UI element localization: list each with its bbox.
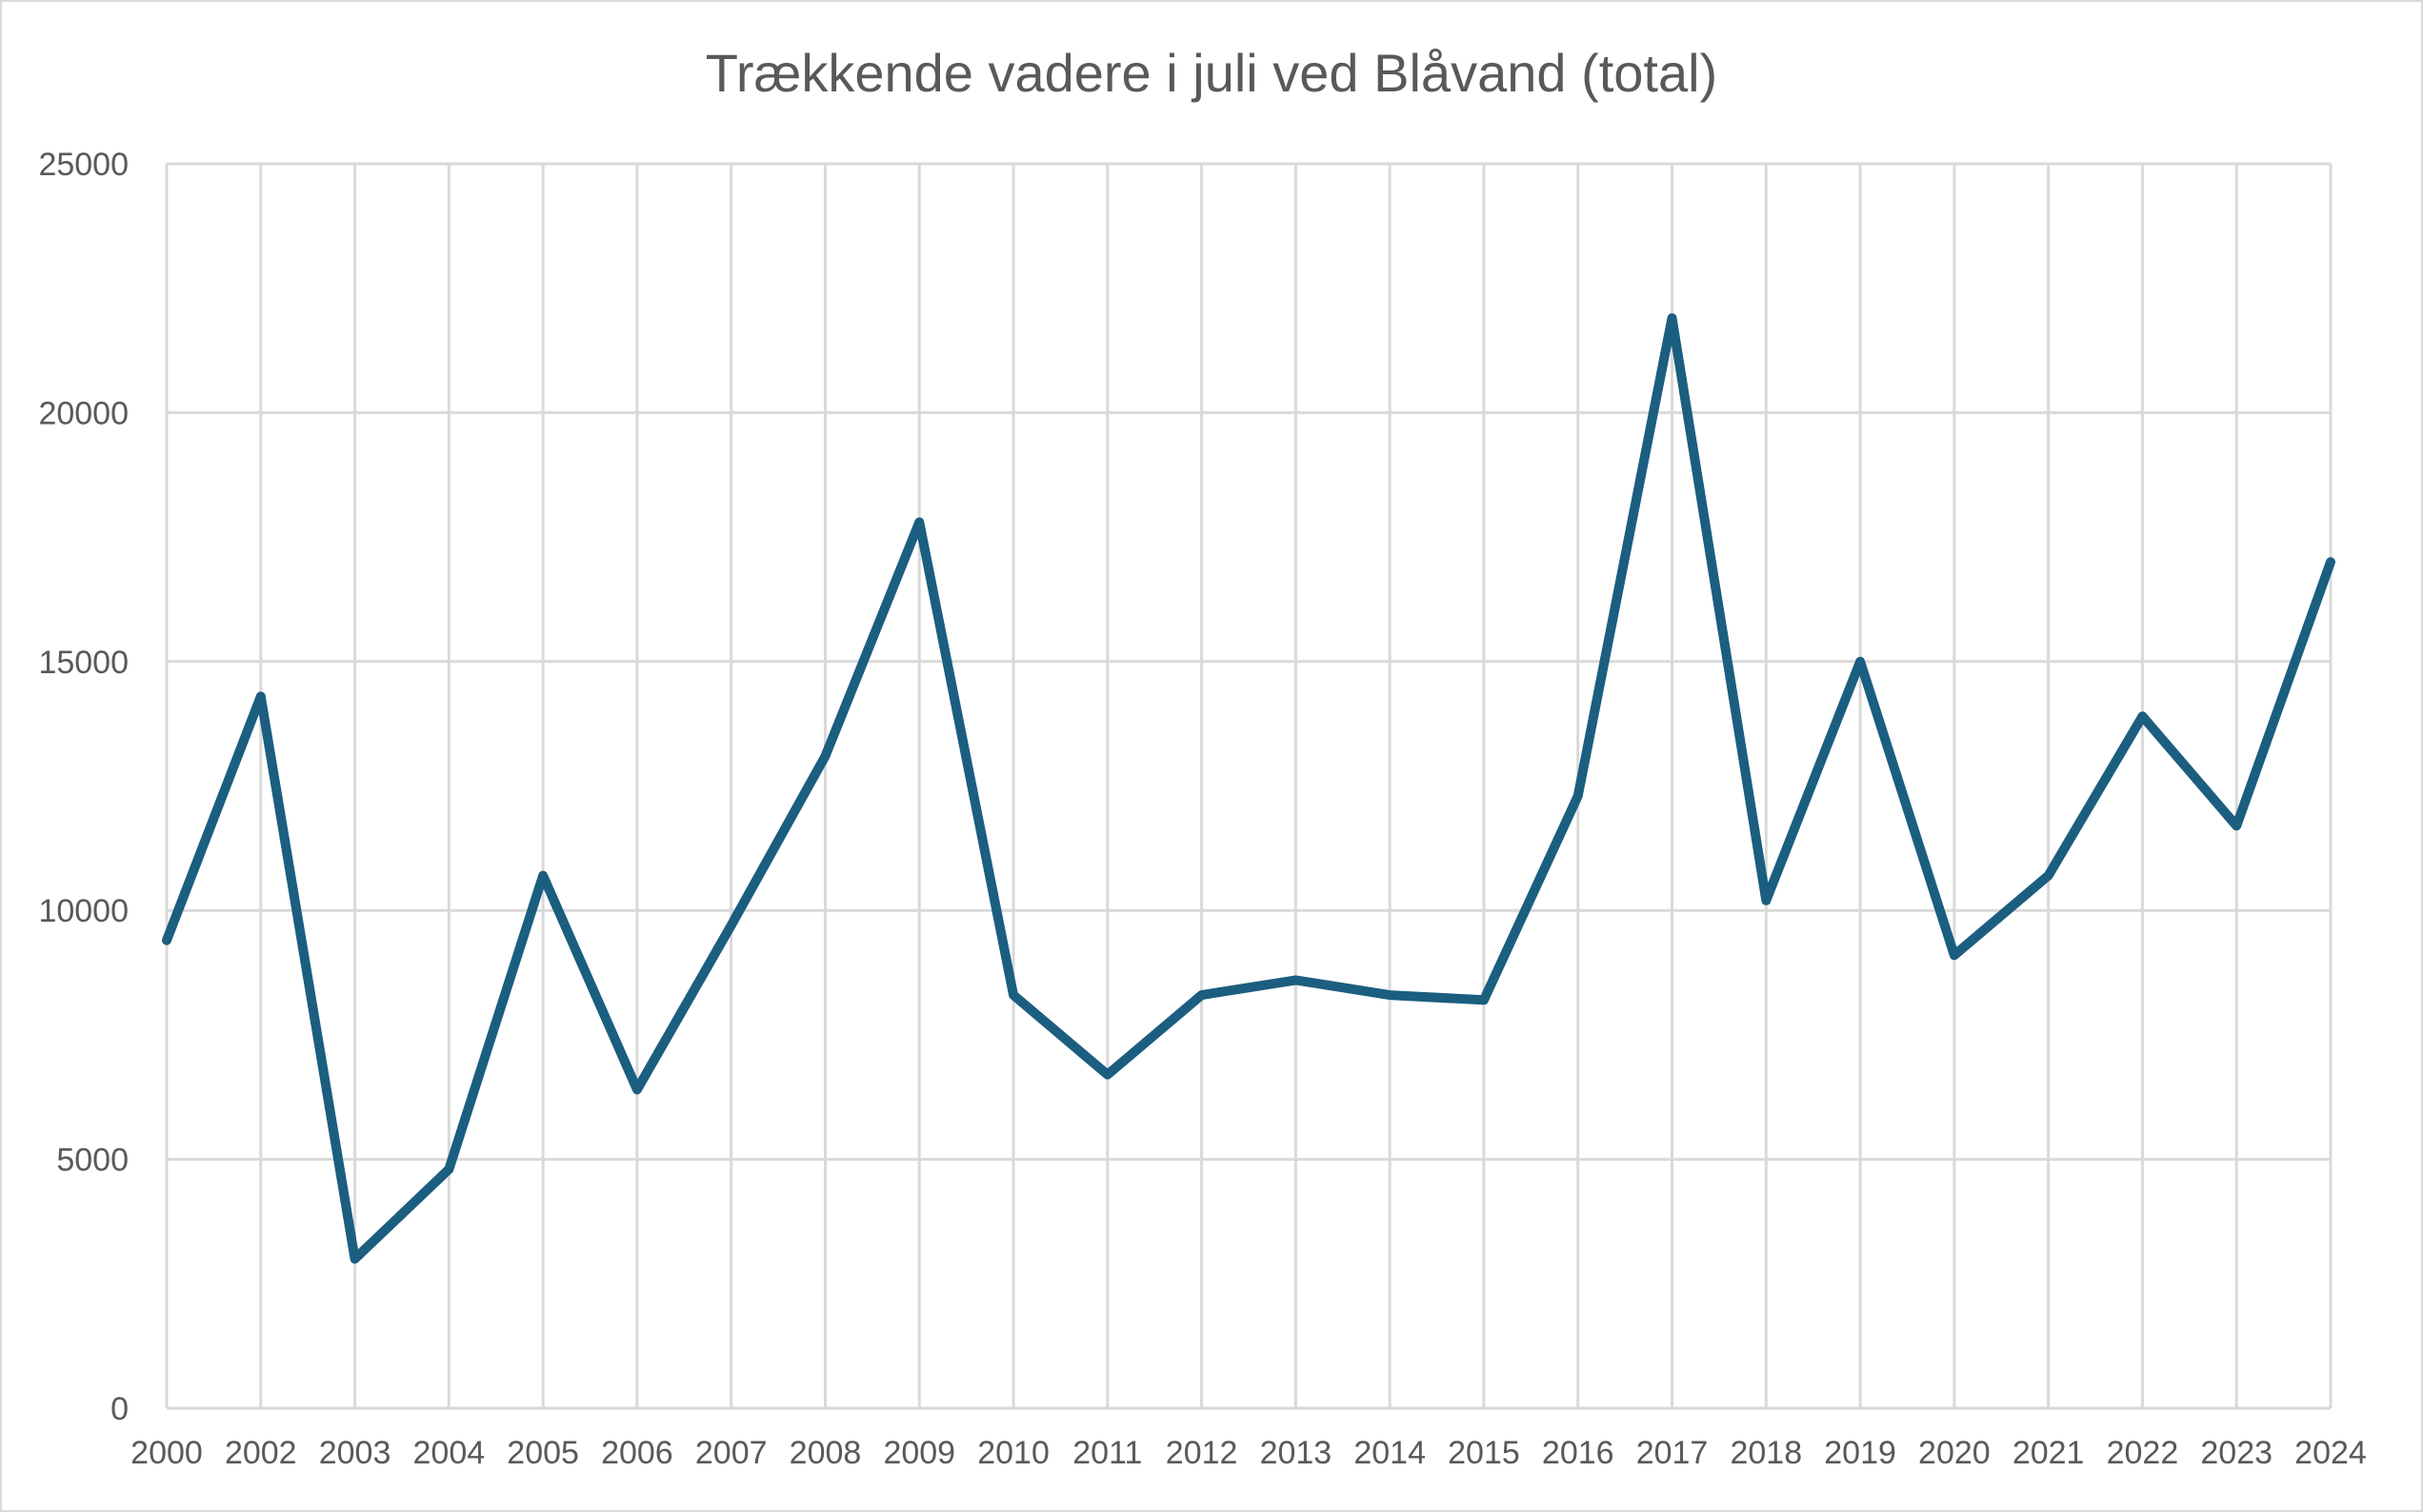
- x-tick-label: 2000: [130, 1435, 203, 1471]
- y-tick-label: 20000: [38, 395, 129, 431]
- x-tick-label: 2009: [883, 1435, 955, 1471]
- data-point: [1294, 979, 1296, 981]
- x-tick-label: 2024: [2294, 1435, 2367, 1471]
- data-point: [1389, 994, 1391, 996]
- data-point: [2141, 715, 2143, 717]
- data-point: [1012, 994, 1014, 996]
- x-tick-label: 2016: [1542, 1435, 1614, 1471]
- x-tick-label: 2019: [1824, 1435, 1896, 1471]
- data-point: [1953, 954, 1955, 956]
- x-tick-label: 2006: [601, 1435, 673, 1471]
- x-tick-label: 2015: [1448, 1435, 1520, 1471]
- x-tick-label: 2020: [1918, 1435, 1991, 1471]
- data-point: [1577, 795, 1579, 797]
- data-point: [542, 875, 544, 877]
- data-point: [636, 1088, 638, 1090]
- data-point: [1107, 1074, 1109, 1076]
- data-point: [1859, 661, 1861, 663]
- data-point: [1201, 994, 1203, 996]
- series-layer: [162, 313, 2335, 1264]
- x-tick-label: 2004: [413, 1435, 486, 1471]
- data-point: [2048, 875, 2050, 877]
- data-point: [918, 521, 920, 523]
- data-point: [2330, 561, 2332, 563]
- data-point: [824, 755, 826, 757]
- data-point: [1765, 900, 1767, 902]
- y-tick-label: 5000: [56, 1143, 129, 1179]
- x-tick-label: 2011: [1072, 1435, 1142, 1471]
- x-tick-label: 2005: [507, 1435, 579, 1471]
- data-point: [354, 1258, 356, 1260]
- data-point: [260, 695, 262, 697]
- x-tick-label: 2014: [1353, 1435, 1426, 1471]
- data-point: [1483, 999, 1485, 1001]
- x-tick-label: 2010: [977, 1435, 1050, 1471]
- y-axis: 0 5000 10000 15000 20000 25000: [38, 147, 129, 1427]
- gridlines: [165, 162, 2333, 1410]
- x-tick-label: 2003: [319, 1435, 391, 1471]
- x-tick-label: 2008: [790, 1435, 862, 1471]
- x-tick-label: 2018: [1730, 1435, 1802, 1471]
- x-tick-label: 2013: [1260, 1435, 1332, 1471]
- data-point: [166, 940, 168, 942]
- x-tick-label: 2017: [1636, 1435, 1709, 1471]
- y-tick-label: 10000: [38, 893, 129, 929]
- chart-title: Trækkende vadere i juli ved Blåvand (tot…: [706, 43, 1717, 103]
- y-tick-label: 15000: [38, 645, 129, 681]
- x-tick-label: 2012: [1166, 1435, 1238, 1471]
- y-tick-label: 25000: [38, 147, 129, 183]
- x-tick-label: 2021: [2012, 1435, 2085, 1471]
- x-tick-label: 2002: [225, 1435, 297, 1471]
- y-tick-label: 0: [110, 1391, 129, 1427]
- x-tick-label: 2023: [2200, 1435, 2273, 1471]
- x-axis: 2000 2002 2003 2004 2005 2006 2007 2008 2009 2010…: [130, 1435, 2367, 1471]
- series-line: [162, 313, 2335, 1264]
- x-tick-label: 2007: [695, 1435, 768, 1471]
- data-point: [448, 1168, 450, 1170]
- x-tick-label: 2022: [2107, 1435, 2179, 1471]
